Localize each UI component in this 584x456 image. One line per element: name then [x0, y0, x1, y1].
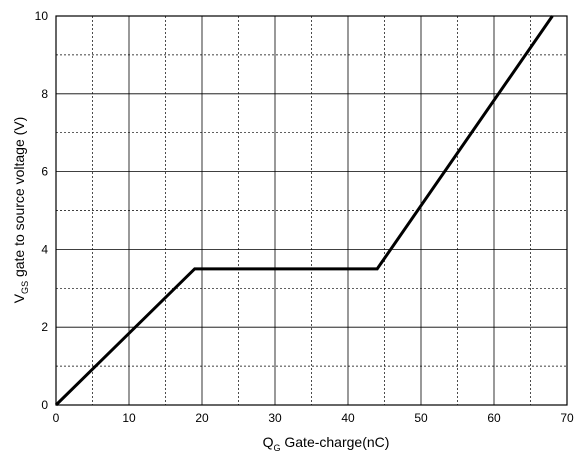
x-tick-label: 50 [414, 411, 428, 425]
x-tick-label: 60 [487, 411, 501, 425]
x-tick-label: 0 [53, 411, 60, 425]
plot-frame [55, 15, 568, 406]
x-tick-label: 30 [268, 411, 282, 425]
x-axis-title: QG Gate-charge(nC) [263, 434, 390, 453]
series-line-0 [54, 15, 554, 407]
x-tick-label: 40 [341, 411, 355, 425]
y-axis-title: VGS gate to source voltage (V) [11, 117, 30, 304]
y-tick-label: 8 [41, 87, 48, 101]
x-tick-label: 20 [195, 411, 209, 425]
y-tick-label: 6 [41, 165, 48, 179]
series-layer [54, 15, 554, 407]
x-tick-labels: 0 10 20 30 40 50 60 70 [53, 411, 574, 425]
x-tick-label: 70 [560, 411, 574, 425]
y-tick-label: 10 [35, 9, 49, 23]
grid [55, 15, 568, 406]
y-tick-label: 0 [41, 398, 48, 412]
x-tick-label: 10 [122, 411, 136, 425]
y-tick-labels: 0 2 4 6 8 10 [35, 9, 49, 412]
y-tick-label: 4 [41, 242, 48, 256]
y-tick-label: 2 [41, 320, 48, 334]
